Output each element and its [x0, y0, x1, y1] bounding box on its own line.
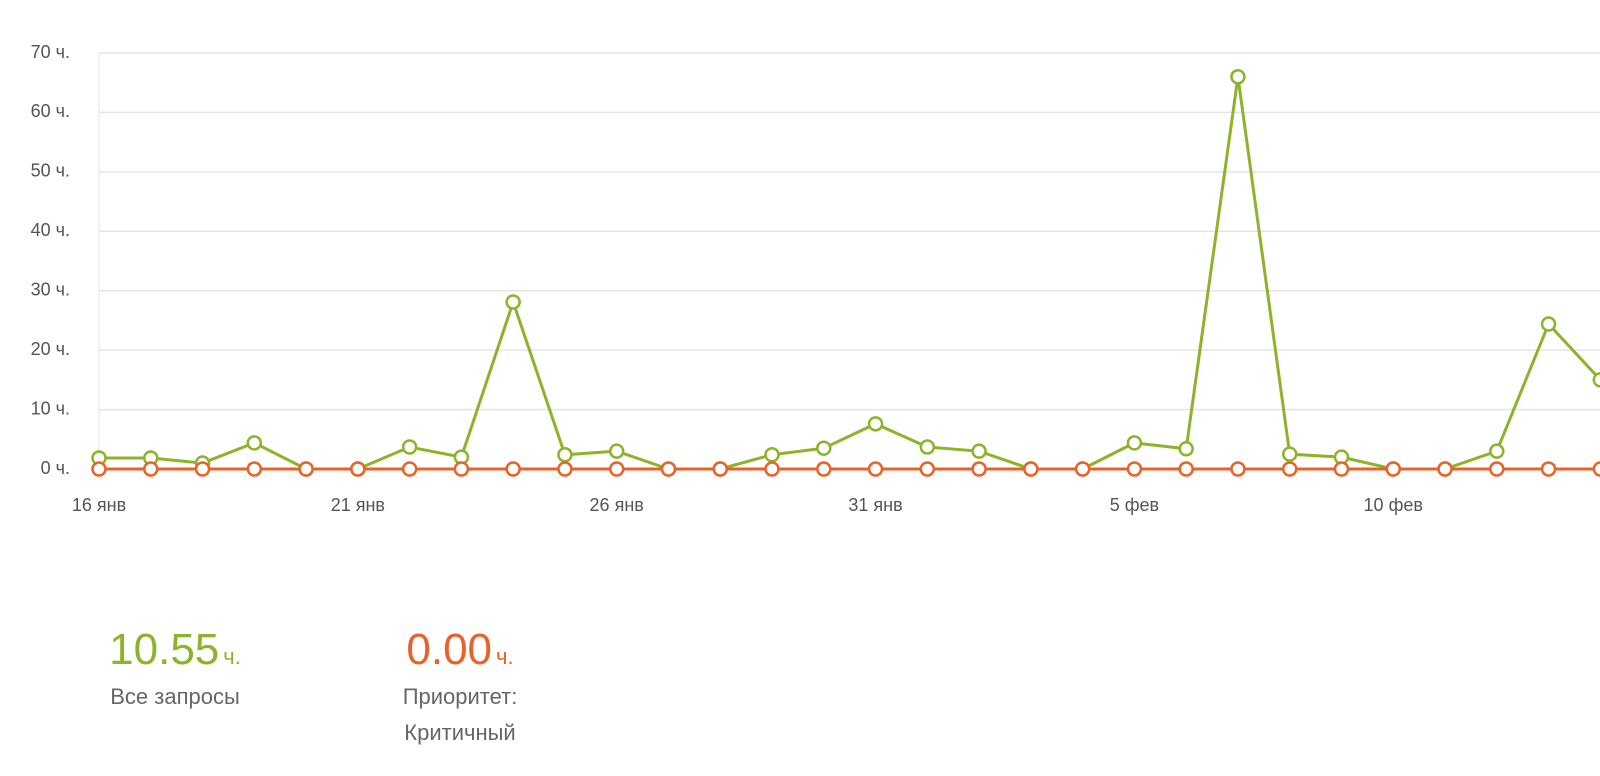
x-tick-label: 16 янв [72, 495, 126, 515]
point [1592, 461, 1600, 477]
x-tick-label: 5 фев [1110, 495, 1159, 515]
point [298, 461, 314, 477]
point [401, 439, 418, 455]
point [194, 461, 211, 477]
point [919, 461, 936, 477]
y-tick-label: 40 ч. [31, 220, 70, 240]
point [557, 446, 573, 463]
point [505, 461, 521, 477]
point [91, 461, 107, 477]
point [1540, 461, 1557, 477]
point [505, 294, 521, 310]
point [816, 461, 832, 477]
x-tick-label: 31 янв [848, 495, 902, 515]
stat-critical: 0.00 ч. Приоритет: Критичный [380, 625, 540, 751]
x-tick-label: 21 янв [331, 495, 385, 515]
point [1178, 461, 1194, 477]
point [919, 439, 936, 455]
point [557, 461, 573, 477]
y-tick-label: 30 ч. [31, 279, 70, 299]
stat-all: 10.55 ч. Все запросы [90, 625, 260, 715]
point [764, 461, 780, 477]
point [246, 435, 263, 451]
point [1230, 461, 1246, 477]
y-tick-label: 0 ч. [41, 458, 70, 478]
x-tick-label: 10 фев [1364, 495, 1423, 515]
stat-unit: ч. [223, 644, 241, 669]
point [350, 461, 366, 477]
point [867, 461, 884, 477]
point [1489, 443, 1505, 459]
point [1385, 461, 1401, 477]
point [143, 461, 159, 477]
point [1592, 372, 1600, 388]
stat-unit: ч. [496, 644, 514, 669]
point [1074, 461, 1091, 477]
point [1230, 69, 1246, 85]
point [971, 461, 987, 477]
stat-number: 10.55 [109, 625, 220, 674]
point [1333, 461, 1350, 477]
point [1281, 461, 1298, 477]
point [1023, 461, 1039, 477]
point [764, 446, 780, 463]
stat-label: Все запросы [110, 684, 240, 709]
point [816, 440, 832, 456]
y-tick-label: 60 ч. [31, 101, 70, 121]
point [1281, 446, 1298, 462]
stat-value: 0.00 ч. [380, 625, 540, 675]
point [401, 461, 418, 477]
point [1540, 316, 1557, 332]
point [867, 416, 884, 432]
stat-label: Приоритет: Критичный [402, 684, 518, 745]
point [453, 461, 470, 477]
y-tick-label: 70 ч. [31, 42, 70, 62]
x-tick-label: 26 янв [590, 495, 644, 515]
y-tick-label: 10 ч. [31, 398, 70, 418]
point [1489, 461, 1505, 477]
point [660, 461, 677, 477]
point [1126, 461, 1143, 477]
point [1178, 441, 1194, 457]
point [971, 443, 987, 459]
stat-number: 0.00 [406, 625, 493, 674]
point [712, 461, 728, 477]
point [608, 461, 625, 477]
point [608, 443, 625, 459]
y-tick-label: 20 ч. [31, 339, 70, 359]
stat-value: 10.55 ч. [90, 625, 260, 675]
chart: 0 ч. 10 ч. 20 ч. 30 ч. 40 ч. 50 ч. 60 ч. 70 ч. 1… [31, 42, 1600, 515]
point [1126, 435, 1143, 451]
y-tick-label: 50 ч. [31, 161, 70, 181]
point [246, 461, 263, 477]
point [1437, 461, 1453, 477]
